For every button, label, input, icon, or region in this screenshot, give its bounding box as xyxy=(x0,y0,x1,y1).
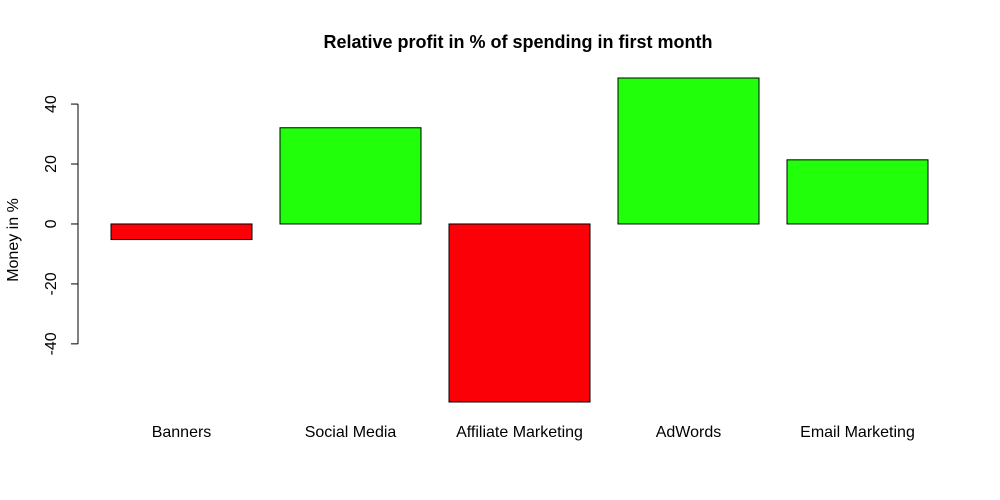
y-tick-label: -40 xyxy=(43,332,60,355)
bar-affiliate-marketing xyxy=(448,223,591,403)
y-tick-label: 40 xyxy=(43,95,60,113)
category-labels: Banners Social Media Affiliate Marketing Ad… xyxy=(152,424,915,441)
y-axis: -40 -20 0 20 40 xyxy=(43,95,79,355)
bar-email-marketing xyxy=(786,159,929,225)
y-tick-label: 0 xyxy=(43,219,60,228)
bar-banners xyxy=(110,223,253,241)
category-label: Social Media xyxy=(305,424,397,441)
category-label: Affiliate Marketing xyxy=(456,424,583,441)
bar-adwords xyxy=(617,77,760,225)
bars xyxy=(110,77,929,403)
category-label: Email Marketing xyxy=(800,424,915,441)
y-axis-label: Money in % xyxy=(5,198,22,282)
chart-title: Relative profit in % of spending in firs… xyxy=(323,32,712,52)
y-tick-label: -20 xyxy=(43,272,60,295)
category-label: Banners xyxy=(152,424,212,441)
category-label: AdWords xyxy=(656,424,722,441)
bar-social-media xyxy=(279,127,422,225)
y-tick-label: 20 xyxy=(43,155,60,173)
